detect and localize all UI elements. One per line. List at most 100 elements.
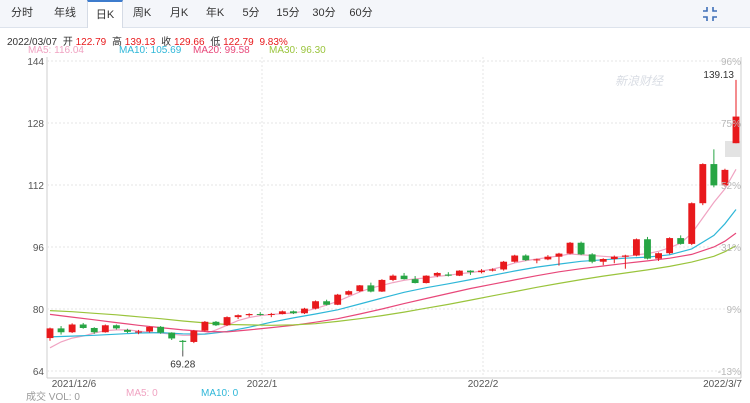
candle-body (68, 324, 76, 333)
candle (710, 149, 718, 188)
candle-body (212, 321, 220, 326)
candle-body (157, 326, 165, 333)
candle-body (577, 242, 585, 255)
candle (677, 235, 685, 245)
candle-body (489, 269, 497, 271)
ma30-line (49, 245, 737, 326)
low-label: 低 (210, 37, 221, 48)
candle (256, 312, 264, 316)
candle (289, 310, 297, 315)
ma10-line (49, 209, 737, 338)
x-tick-label: 2022/2 (468, 379, 499, 390)
candle-body (522, 255, 530, 261)
candle-body (112, 325, 120, 329)
candle (112, 324, 120, 330)
candle (179, 340, 187, 351)
x-tick-label: 2022/3/7 (703, 379, 742, 390)
candle (367, 282, 375, 293)
fullscreen-icon[interactable] (702, 6, 718, 22)
candle-body (179, 340, 187, 342)
candle-body (721, 169, 729, 186)
candle (190, 329, 198, 344)
candle-body (444, 274, 452, 276)
candle (632, 238, 640, 257)
y-tick-label: 144 (27, 57, 44, 68)
tab-15min[interactable]: 15分 (276, 7, 300, 19)
candle (699, 163, 707, 206)
candle-body (57, 328, 65, 333)
pct-tick-label: 96% (721, 57, 741, 68)
tab-30min[interactable]: 30分 (312, 7, 336, 19)
candle (433, 272, 441, 278)
candle (422, 275, 430, 284)
ma5-legend: MA5: 116.04 (28, 45, 84, 56)
sina-finance-watermark: 新浪财经 (615, 74, 665, 88)
ma20-line (49, 232, 737, 333)
candle-body (455, 270, 463, 276)
close-label: 收 (161, 37, 172, 48)
candle (301, 307, 308, 315)
candle-body (367, 285, 375, 292)
candle-body (323, 301, 331, 305)
candle-body (90, 327, 98, 333)
period-tab-bar: 分时 年线 日K 周K 月K 年K 5分 15分 30分 60分 (0, 0, 750, 28)
candle (46, 327, 54, 341)
candle (245, 313, 253, 317)
candle-body (422, 275, 430, 284)
candle (489, 268, 497, 272)
candle-body (389, 275, 397, 280)
tab-year-line[interactable]: 年线 (54, 7, 76, 19)
open-value: 122.79 (75, 37, 107, 48)
candle (378, 279, 386, 292)
candle (323, 299, 331, 306)
candle-body (101, 325, 109, 333)
max-price-annotation: 139.13 (703, 70, 734, 81)
candle-body (677, 238, 685, 244)
volume-ma10-legend: MA10: 0 (201, 388, 239, 399)
y-tick-label: 128 (27, 119, 44, 130)
candle (312, 300, 319, 310)
candle (124, 328, 131, 334)
candle-body (555, 253, 563, 257)
candle-body (124, 329, 131, 332)
candle (57, 326, 65, 335)
candle-body (201, 321, 209, 331)
high-label: 高 (112, 37, 122, 48)
candle-body (267, 314, 275, 316)
tab-weekly-k[interactable]: 周K (132, 7, 152, 19)
candle-body (644, 239, 651, 259)
candle (201, 321, 209, 332)
x-tick-label: 2022/1 (247, 379, 278, 390)
tab-monthly-k[interactable]: 月K (169, 7, 189, 19)
tab-minute[interactable]: 分时 (11, 7, 33, 19)
candle (278, 310, 286, 315)
y-tick-label: 112 (28, 181, 44, 192)
candle-body (699, 164, 707, 204)
tab-yearly-k[interactable]: 年K (205, 7, 225, 19)
candle-body (256, 314, 264, 316)
candle-body (666, 238, 674, 254)
candle-body (655, 253, 662, 259)
candle-body (566, 242, 574, 254)
candle-body (345, 291, 353, 295)
candle (621, 254, 629, 269)
candle (168, 332, 176, 340)
candle-body (467, 270, 474, 273)
ma5-line (49, 169, 737, 349)
candle-body (278, 311, 286, 315)
candle-body (135, 331, 142, 333)
candle-body (301, 308, 308, 314)
tab-daily-k[interactable]: 日K (87, 0, 123, 28)
candle (212, 321, 220, 327)
pct-tick-label: 52% (721, 181, 741, 192)
candle (721, 168, 729, 187)
tab-60min[interactable]: 60分 (349, 7, 373, 19)
candle (90, 327, 98, 334)
high-value: 139.13 (124, 37, 156, 48)
ma10-legend: MA10: 105.69 (119, 45, 182, 56)
tab-5min[interactable]: 5分 (242, 7, 260, 19)
candle (234, 314, 242, 320)
candle (732, 79, 740, 144)
candle-body (710, 164, 718, 186)
